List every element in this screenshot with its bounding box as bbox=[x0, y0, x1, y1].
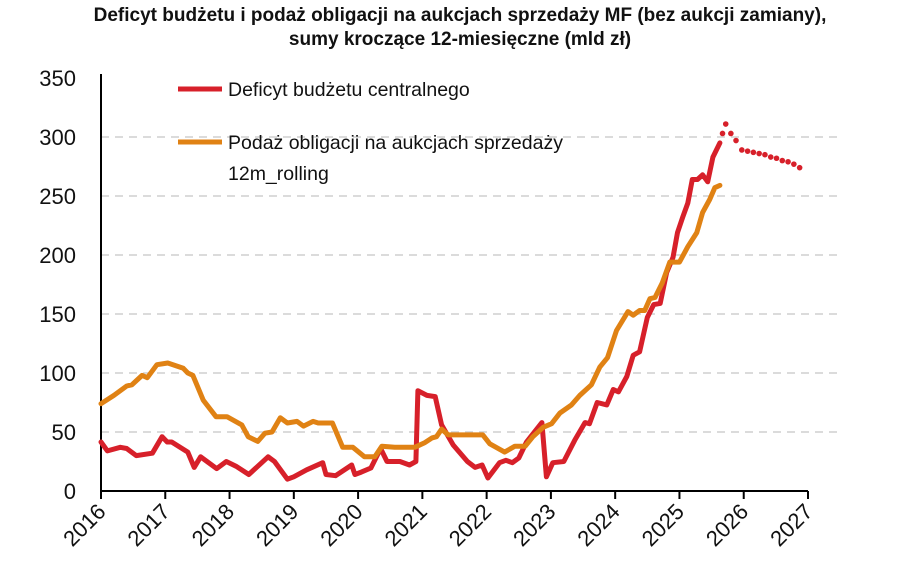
forecast-point bbox=[773, 155, 780, 162]
x-tick-label: 2023 bbox=[508, 499, 560, 551]
x-tick-label: 2017 bbox=[123, 499, 175, 551]
x-tick-label: 2018 bbox=[187, 499, 239, 551]
y-tick-label: 350 bbox=[39, 66, 76, 91]
forecast-point bbox=[785, 158, 791, 165]
forecast-point bbox=[779, 157, 786, 164]
forecast-point bbox=[738, 147, 745, 153]
x-tick-label: 2019 bbox=[251, 499, 303, 551]
forecast-point bbox=[791, 161, 797, 167]
y-tick-label: 250 bbox=[39, 184, 76, 209]
chart-title-line-1: Deficyt budżetu i podaż obligacji na auk… bbox=[93, 5, 827, 26]
y-tick-label: 100 bbox=[39, 361, 76, 386]
chart-title-line-2: sumy kroczące 12-miesięczne (mld zł) bbox=[288, 29, 632, 50]
legend-label-supply: Podaż obligacji na aukcjach sprzedaży bbox=[228, 132, 563, 154]
deficit-line bbox=[98, 140, 723, 482]
y-tick-label: 150 bbox=[39, 302, 76, 327]
forecast-point bbox=[722, 121, 729, 127]
x-tick-label: 2027 bbox=[765, 499, 817, 551]
x-tick-label: 2021 bbox=[380, 499, 432, 551]
x-tick-label: 2016 bbox=[58, 499, 110, 551]
forecast-point bbox=[750, 149, 757, 156]
forecast-point bbox=[728, 130, 734, 137]
forecast-point bbox=[767, 154, 774, 160]
forecast-point bbox=[719, 130, 726, 137]
x-tick-label: 2024 bbox=[572, 499, 624, 551]
forecast-point bbox=[733, 137, 739, 144]
forecast-point bbox=[762, 151, 768, 158]
x-tick-label: 2022 bbox=[444, 499, 496, 551]
forecast-point bbox=[756, 150, 762, 157]
bond-supply-line bbox=[98, 182, 723, 460]
y-tick-label: 200 bbox=[39, 243, 76, 268]
y-tick-label: 300 bbox=[39, 125, 76, 150]
legend-label-deficit: Deficyt budżetu centralnego bbox=[228, 79, 470, 101]
legend: Deficyt budżetu centralnego Podaż obliga… bbox=[178, 79, 563, 185]
legend-label-supply-line2: 12m_rolling bbox=[228, 163, 329, 185]
forecast-point bbox=[744, 148, 751, 154]
forecast-point bbox=[796, 164, 803, 171]
x-tick-label: 2020 bbox=[315, 499, 367, 551]
chart-title: Deficyt budżetu i podaż obligacji na auk… bbox=[0, 4, 920, 52]
y-tick-label: 0 bbox=[64, 479, 76, 504]
x-tick-label: 2026 bbox=[701, 499, 753, 551]
x-tick-label: 2025 bbox=[637, 499, 689, 551]
y-tick-label: 50 bbox=[52, 420, 76, 445]
